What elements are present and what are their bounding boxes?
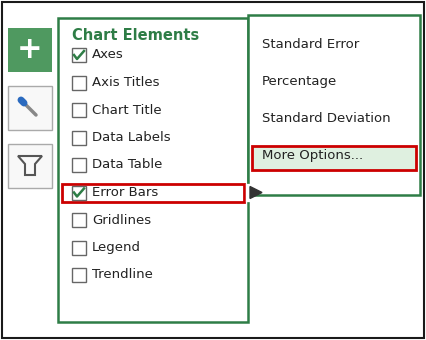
Text: +: + — [17, 35, 43, 65]
Text: Standard Error: Standard Error — [262, 38, 359, 51]
Bar — [72, 213, 86, 227]
Text: Chart Title: Chart Title — [92, 103, 161, 117]
Bar — [72, 131, 86, 144]
Text: Data Labels: Data Labels — [92, 131, 171, 144]
Polygon shape — [250, 187, 262, 199]
Bar — [8, 86, 52, 130]
Bar — [72, 186, 86, 200]
Bar — [72, 75, 86, 89]
Text: Axes: Axes — [92, 49, 124, 62]
Bar — [62, 184, 244, 202]
Text: More Options...: More Options... — [262, 150, 363, 163]
Bar — [72, 48, 86, 62]
Text: Standard Deviation: Standard Deviation — [262, 113, 391, 125]
Bar — [8, 28, 52, 72]
Bar — [252, 146, 416, 170]
Bar — [248, 15, 420, 195]
Bar — [72, 158, 86, 172]
Bar — [58, 18, 248, 322]
Bar — [72, 240, 86, 255]
Text: Axis Titles: Axis Titles — [92, 76, 159, 89]
Bar — [8, 144, 52, 188]
Text: Trendline: Trendline — [92, 269, 153, 282]
Bar — [72, 268, 86, 282]
Text: Error Bars: Error Bars — [92, 186, 158, 199]
Text: Gridlines: Gridlines — [92, 214, 151, 226]
Text: Percentage: Percentage — [262, 75, 337, 88]
Bar — [72, 103, 86, 117]
Text: Data Table: Data Table — [92, 158, 162, 171]
Text: Chart Elements: Chart Elements — [72, 28, 199, 42]
Text: Legend: Legend — [92, 241, 141, 254]
